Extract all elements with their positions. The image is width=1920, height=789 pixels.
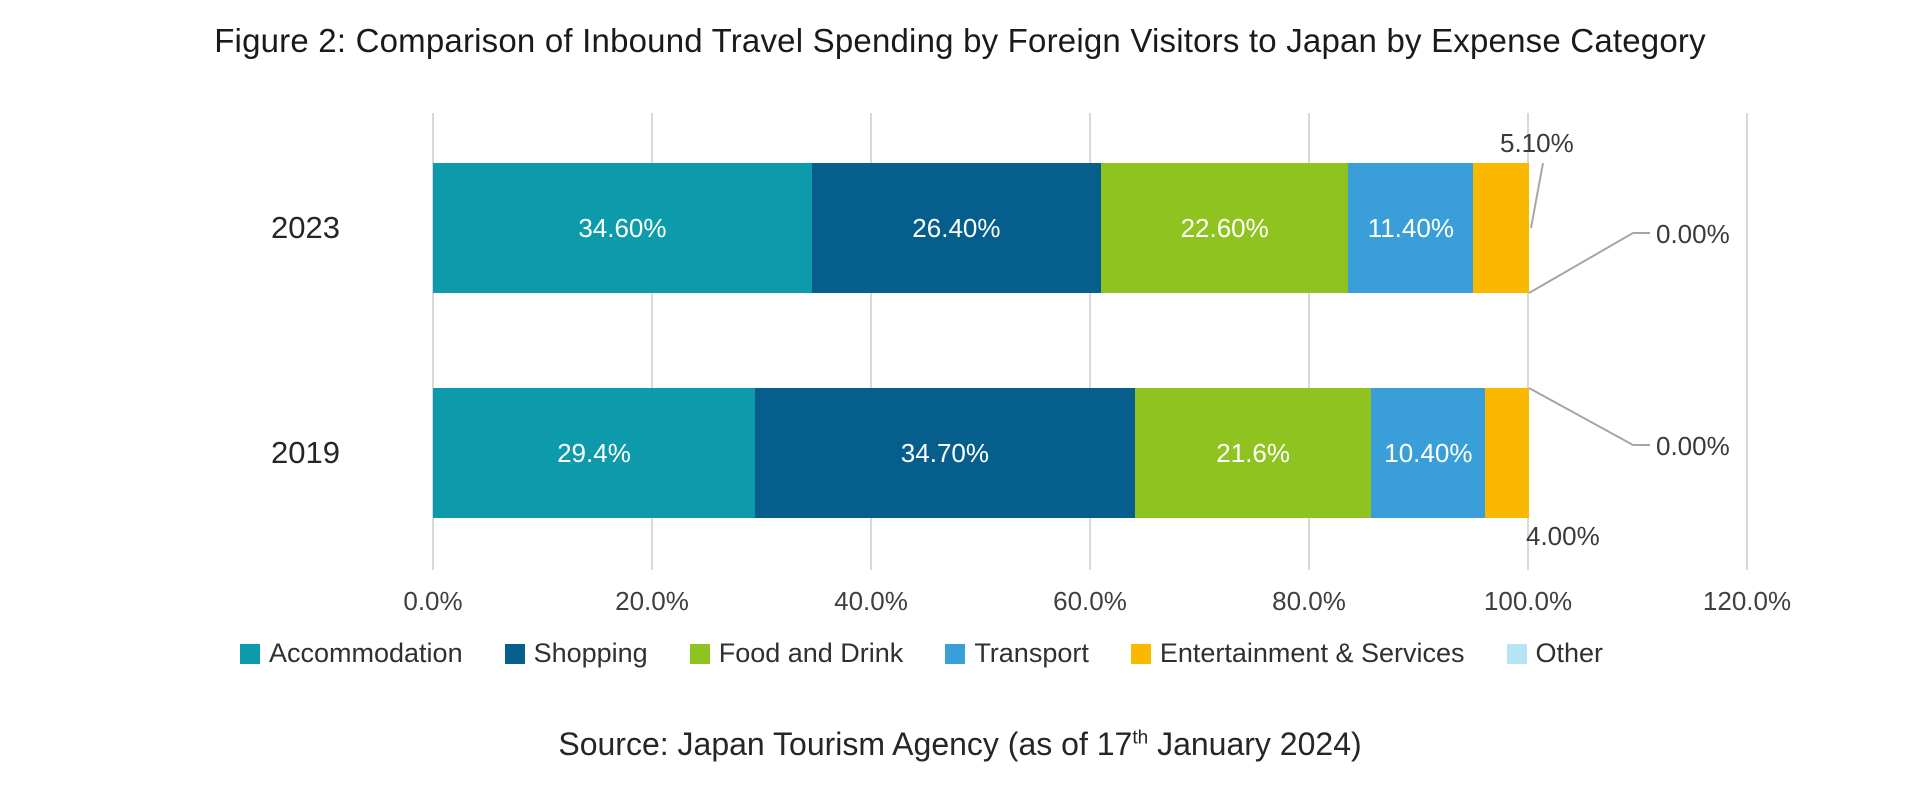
legend-item-shopping: Shopping xyxy=(504,638,648,669)
data-label-2023-food-and-drink: 22.60% xyxy=(1180,212,1269,243)
bar-segment-2023-transport xyxy=(1348,163,1474,293)
legend-swatch-icon xyxy=(1506,643,1527,664)
callout-line-other-2023 xyxy=(1528,232,1650,294)
gridline-0.0% xyxy=(432,113,434,570)
bar-segment-2019-shopping xyxy=(754,388,1135,518)
legend-item-transport: Transport xyxy=(945,638,1089,669)
bar-segment-2023-food-and-drink xyxy=(1100,163,1349,293)
callout-line-entertainment-2023 xyxy=(1530,162,1544,229)
data-label-2019-transport: 10.40% xyxy=(1384,437,1473,468)
legend-label: Transport xyxy=(974,638,1089,668)
bar-segment-2023-accommodation xyxy=(433,163,812,293)
legend-swatch-icon xyxy=(945,643,966,664)
source-text-suffix: January 2024) xyxy=(1148,726,1362,762)
legend-swatch-icon xyxy=(1130,643,1151,664)
data-label-2019-food-and-drink: 21.6% xyxy=(1216,437,1291,468)
legend-swatch-icon xyxy=(689,643,710,664)
legend-item-food-and-drink: Food and Drink xyxy=(689,638,904,669)
legend-label: Accommodation xyxy=(269,638,463,668)
callout-line-other-2019 xyxy=(1528,387,1650,446)
legend-item-other: Other xyxy=(1506,638,1604,669)
data-label-2023-shopping: 26.40% xyxy=(912,212,1001,243)
gridline-100.0% xyxy=(1527,113,1529,570)
data-label-other-2023: 0.00% xyxy=(1656,219,1730,249)
bar-segment-2019-transport xyxy=(1371,388,1486,518)
legend-label: Food and Drink xyxy=(718,638,904,668)
source-text: Source: Japan Tourism Agency (as of 17 xyxy=(558,726,1133,762)
x-tick-0.0%: 0.0% xyxy=(403,586,463,616)
legend-label: Other xyxy=(1535,638,1604,668)
x-tick-20.0%: 20.0% xyxy=(615,586,689,616)
legend-swatch-icon xyxy=(240,643,260,664)
data-label-2023-transport: 11.40% xyxy=(1367,212,1454,243)
x-tick-60.0%: 60.0% xyxy=(1053,586,1127,616)
x-tick-80.0%: 80.0% xyxy=(1272,586,1346,616)
bar-segment-2019-accommodation xyxy=(433,388,755,518)
data-label-2023-accommodation: 34.60% xyxy=(578,212,667,243)
gridline-60.0% xyxy=(1089,113,1091,570)
chart-legend: Accommodation Shopping Food and Drink Trans… xyxy=(240,638,1603,669)
legend-label: Entertainment & Services xyxy=(1159,638,1465,668)
bar-segment-2019-food-and-drink xyxy=(1134,388,1372,518)
x-tick-120.0%: 120.0% xyxy=(1702,586,1792,616)
x-tick-40.0%: 40.0% xyxy=(834,586,908,616)
gridline-20.0% xyxy=(651,113,653,570)
bar-segment-2023-shopping xyxy=(811,163,1101,293)
data-label-other-2019: 0.00% xyxy=(1656,431,1730,461)
gridline-40.0% xyxy=(870,113,872,570)
data-label-entertainment-2019: 4.00% xyxy=(1526,521,1600,551)
data-label-entertainment-2023: 5.10% xyxy=(1500,128,1574,158)
bar-segment-2019-entertainment-services xyxy=(1485,388,1530,518)
x-tick-100.0%: 100.0% xyxy=(1483,586,1573,616)
category-label-2019: 2019 xyxy=(271,435,340,470)
source-superscript: th xyxy=(1132,727,1149,749)
legend-label: Shopping xyxy=(533,638,648,668)
bar-segment-2023-entertainment-services xyxy=(1473,163,1530,293)
figure-title: Figure 2: Comparison of Inbound Travel S… xyxy=(214,22,1706,59)
legend-item-accommodation: Accommodation xyxy=(240,638,463,669)
gridline-120.0% xyxy=(1746,113,1748,570)
legend-item-entertainment-services: Entertainment & Services xyxy=(1130,638,1465,669)
source-note: Source: Japan Tourism Agency (as of 17th… xyxy=(0,726,1920,763)
data-label-2019-shopping: 34.70% xyxy=(900,437,989,468)
category-label-2023: 2023 xyxy=(271,210,340,245)
legend-swatch-icon xyxy=(504,643,525,664)
data-label-2019-accommodation: 29.4% xyxy=(557,437,631,468)
gridline-80.0% xyxy=(1308,113,1310,570)
